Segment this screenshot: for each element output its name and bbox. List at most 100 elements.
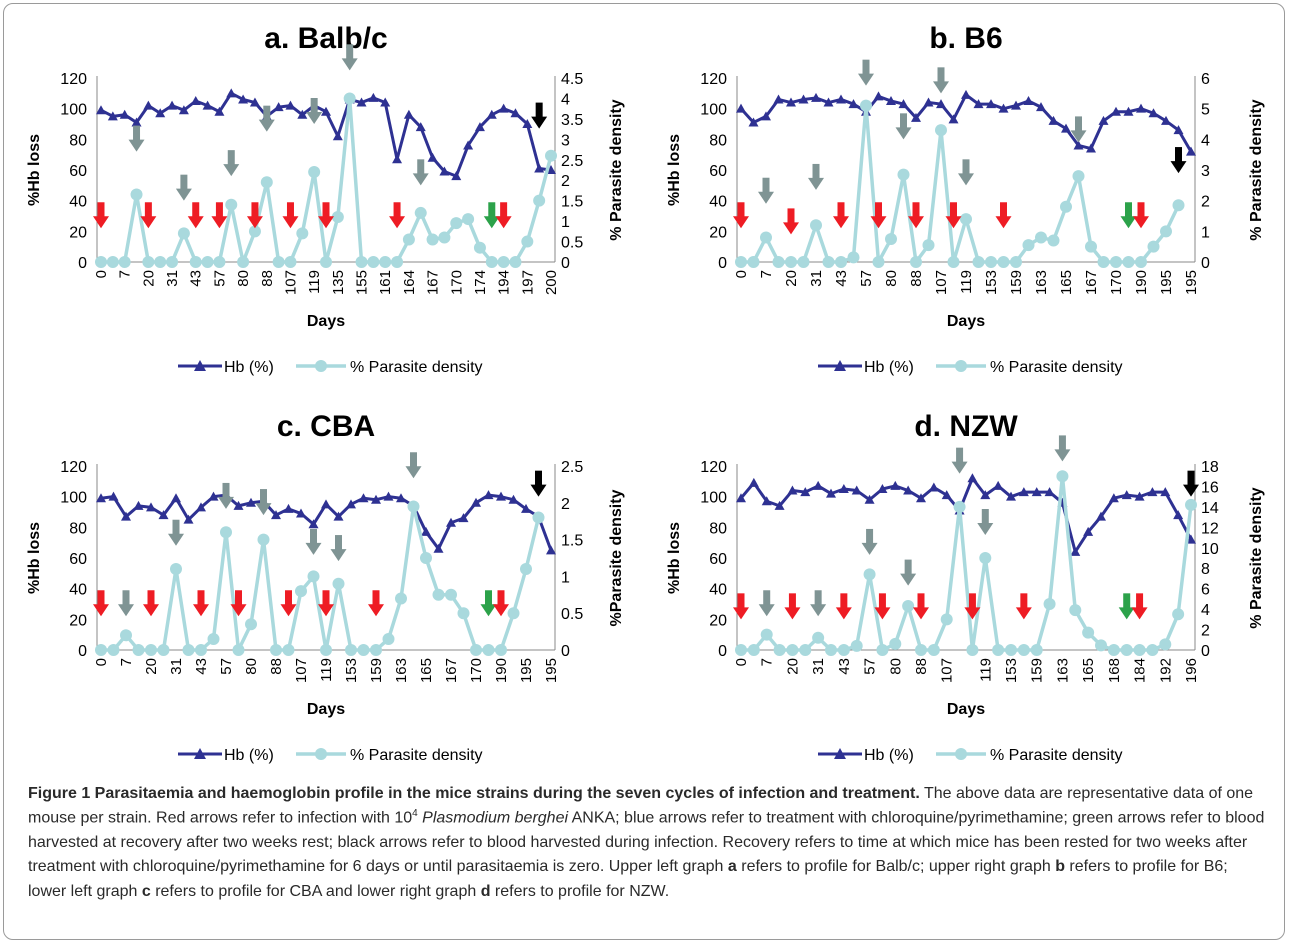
arrow-head — [193, 604, 209, 617]
arrow-head — [341, 58, 358, 71]
red-arrow — [280, 590, 297, 617]
black-arrow — [531, 102, 548, 129]
parasite-point — [1122, 256, 1135, 268]
chart-title: b. B6 — [929, 22, 1002, 55]
y-tick-label: 40 — [69, 194, 87, 211]
hb-point — [1031, 487, 1042, 497]
arrow-shaft — [840, 593, 848, 609]
parasite-point — [885, 233, 897, 245]
hb-point — [886, 96, 896, 105]
y2-tick-label: 3.5 — [561, 112, 583, 129]
parasite-point — [889, 637, 902, 650]
hb-point — [873, 91, 884, 101]
caption-title: Figure 1 Parasitaemia and haemoglobin pr… — [28, 785, 920, 802]
legend-hb-label: Hb (%) — [864, 747, 914, 764]
x-tick-label: 20 — [783, 270, 800, 287]
red-arrow — [389, 202, 406, 229]
y2-axis-title: %Parasite density — [608, 489, 625, 626]
arrow-shaft — [192, 202, 200, 218]
parasite-point — [189, 256, 202, 268]
hb-point — [474, 122, 485, 132]
black-arrow — [530, 470, 547, 497]
hb-point — [155, 108, 166, 118]
red-arrow — [211, 202, 228, 229]
arrow-head — [1015, 607, 1032, 620]
arrow-shaft — [122, 590, 130, 606]
x-tick-label: 88 — [908, 270, 925, 287]
hb-point — [967, 473, 978, 483]
parasite-point — [295, 585, 307, 598]
arrow-shaft — [788, 593, 796, 609]
x-tick-label: 80 — [887, 658, 904, 675]
x-tick-label: 43 — [193, 658, 210, 675]
x-tick-label: 119 — [318, 658, 335, 682]
hb-point — [813, 480, 824, 490]
parasite-point — [232, 644, 245, 656]
arrow-shaft — [937, 67, 945, 83]
parasite-point — [407, 500, 420, 513]
parasite-point — [473, 241, 486, 254]
parasite-point — [972, 256, 985, 268]
parasite-point — [979, 552, 992, 564]
gray-arrow — [758, 177, 774, 204]
y-tick-label: 20 — [69, 224, 87, 241]
x-tick-label: 80 — [243, 658, 260, 675]
red-arrow — [93, 590, 109, 617]
arrow-shaft — [917, 593, 925, 609]
parasite-point — [927, 644, 940, 656]
legend-hb-label: Hb (%) — [864, 359, 914, 376]
hb-point — [941, 490, 952, 500]
hb-point — [748, 117, 759, 127]
hb-point — [980, 490, 991, 500]
legend-parasite-marker — [955, 360, 967, 372]
parasite-point — [132, 644, 145, 656]
arrow-head — [758, 191, 774, 204]
hb-point — [510, 108, 521, 118]
arrow-head — [480, 604, 497, 617]
arrow-shaft — [950, 202, 957, 218]
arrow-head — [874, 607, 891, 620]
parasite-point — [1160, 225, 1172, 238]
y-tick-label: 120 — [60, 459, 87, 476]
x-tick-label: 7 — [758, 270, 775, 278]
x-tick-label: 170 — [448, 270, 465, 295]
parasite-point — [966, 644, 979, 656]
parasite-point — [902, 600, 915, 613]
y2-tick-label: 1 — [561, 569, 570, 586]
x-tick-label: 7 — [117, 270, 134, 278]
y2-axis-title: % Parasite density — [608, 99, 625, 241]
caption-ref-b: b — [1055, 858, 1065, 876]
red-arrow — [995, 202, 1012, 229]
arrow-head — [810, 604, 827, 617]
hb-point — [249, 97, 260, 107]
parasite-point — [343, 92, 356, 105]
arrow-head — [908, 216, 924, 229]
x-axis-title: Days — [947, 313, 985, 330]
x-tick-label: 43 — [188, 270, 205, 287]
arrow-shaft — [1137, 202, 1145, 218]
arrow-head — [305, 542, 322, 555]
parasite-point — [1005, 644, 1017, 656]
arrow-head — [168, 533, 184, 546]
red-arrow — [1131, 593, 1148, 620]
legend-parasite-label: % Parasite density — [350, 359, 483, 376]
arrow-head — [861, 542, 878, 555]
parasite-point — [395, 592, 407, 605]
parasite-point — [837, 644, 850, 656]
hb-point — [1123, 106, 1134, 116]
hb-point — [133, 500, 144, 510]
hb-point — [1121, 490, 1132, 500]
parasite-point — [1035, 231, 1047, 244]
x-tick-label: 135 — [330, 270, 347, 295]
hb-point — [1036, 102, 1046, 112]
arrow-shaft — [875, 202, 882, 218]
panel-b6: b. B6 0 20 40 60 80 100 120 0 1 2 3 4 5 6 %Hb loss % Par… — [640, 0, 1280, 390]
arrow-head — [531, 116, 548, 129]
arrow-shaft — [144, 202, 152, 218]
gray-arrow — [412, 159, 429, 186]
x-tick-label: 20 — [140, 270, 157, 287]
y2-tick-label: 1.5 — [561, 194, 583, 211]
caption-ref-d: d — [480, 882, 491, 900]
green-arrow — [483, 202, 500, 229]
gray-arrow — [128, 125, 145, 152]
